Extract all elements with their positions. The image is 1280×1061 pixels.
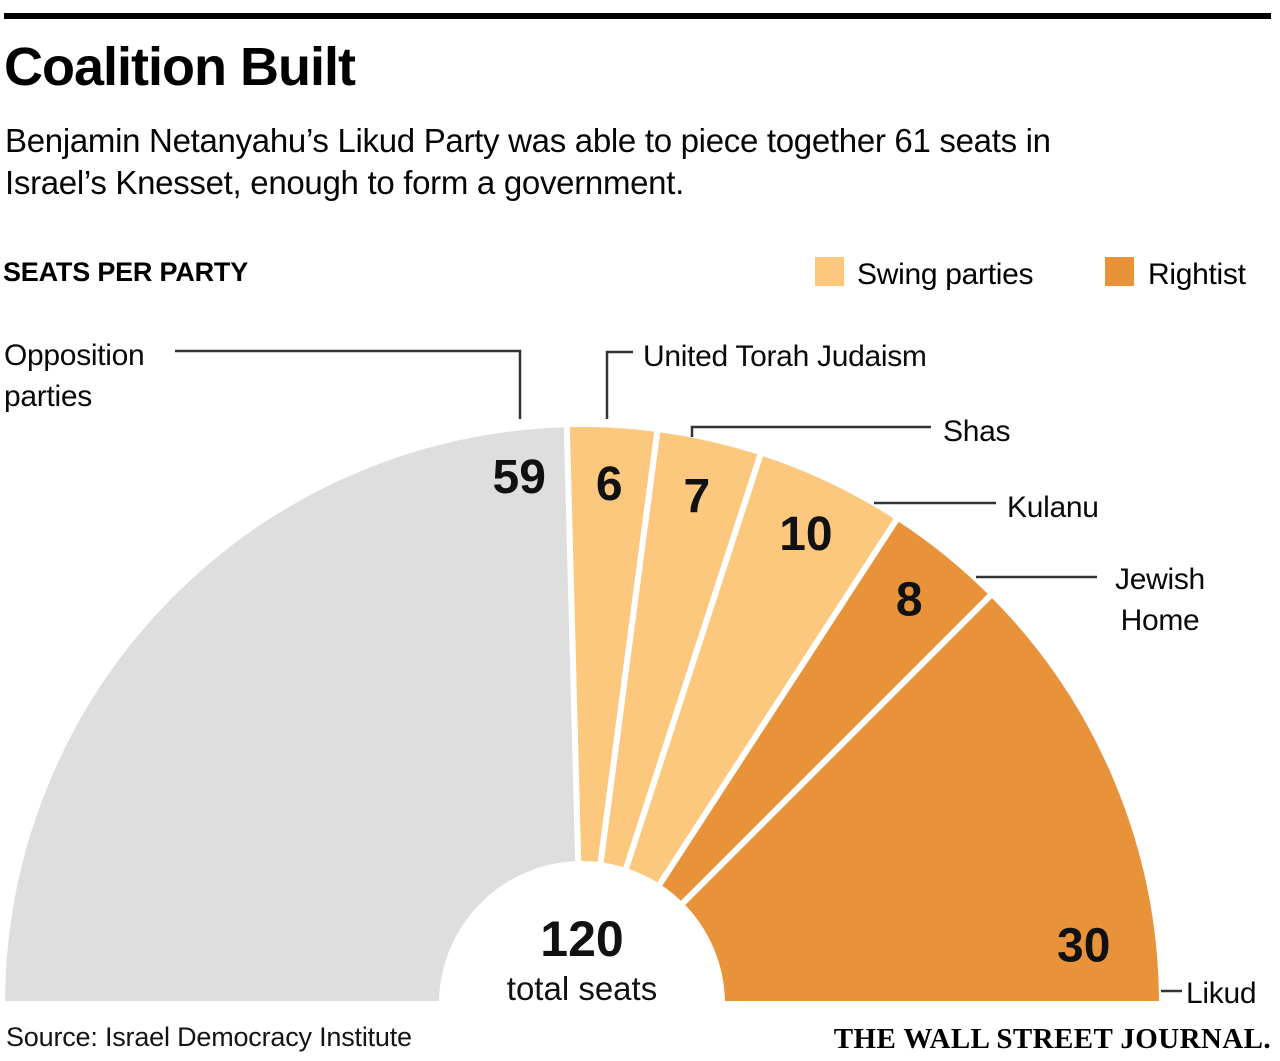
wsj-brand: THE WALL STREET JOURNAL. [833, 1023, 1271, 1055]
legend-swatch-rightist [1105, 257, 1134, 286]
total-seats-value: 120 [540, 911, 623, 967]
likud-label: Likud [1186, 977, 1257, 1010]
slices-group: 59 6 7 10 8 30 [0, 421, 1166, 1007]
slice-number-kulanu: 10 [779, 508, 832, 561]
section-label: SEATS PER PARTY [3, 257, 249, 287]
shas-leader-line [690, 425, 931, 437]
united-torah-judaism-leader-line [605, 350, 633, 419]
united-torah-judaism-label: United Torah Judaism [643, 340, 927, 373]
slice-opposition-parties [0, 421, 582, 1007]
slice-number-united-torah-judaism: 6 [596, 458, 623, 511]
legend-label-swing: Swing parties [857, 258, 1034, 291]
source-credit: Source: Israel Democracy Institute [6, 1022, 412, 1052]
shas-label: Shas [943, 415, 1011, 448]
subtitle: Benjamin Netanyahu’s Likud Party was abl… [5, 120, 1051, 204]
kulanu-label: Kulanu [1007, 491, 1099, 524]
subtitle-line-2: Israel’s Knesset, enough to form a gover… [5, 164, 684, 201]
opposition-leader-line [175, 349, 522, 419]
legend-label-rightist: Rightist [1148, 258, 1246, 291]
legend-swatch-swing [815, 257, 844, 286]
opposition-parties-label: Opposition parties [4, 339, 145, 413]
total-seats-caption: total seats [507, 970, 657, 1007]
jewish-home-label: Jewish Home [1115, 563, 1205, 637]
slice-number-likud: 30 [1057, 920, 1110, 973]
leader-lines-group [175, 349, 1182, 993]
slice-likud [676, 589, 1166, 1007]
top-rule [4, 13, 1271, 19]
slice-number-shas: 7 [683, 470, 710, 523]
page-title: Coalition Built [4, 37, 356, 97]
slice-number-opposition-parties: 59 [493, 451, 546, 504]
subtitle-line-1: Benjamin Netanyahu’s Likud Party was abl… [5, 122, 1051, 159]
slice-number-jewish-home: 8 [896, 573, 923, 626]
